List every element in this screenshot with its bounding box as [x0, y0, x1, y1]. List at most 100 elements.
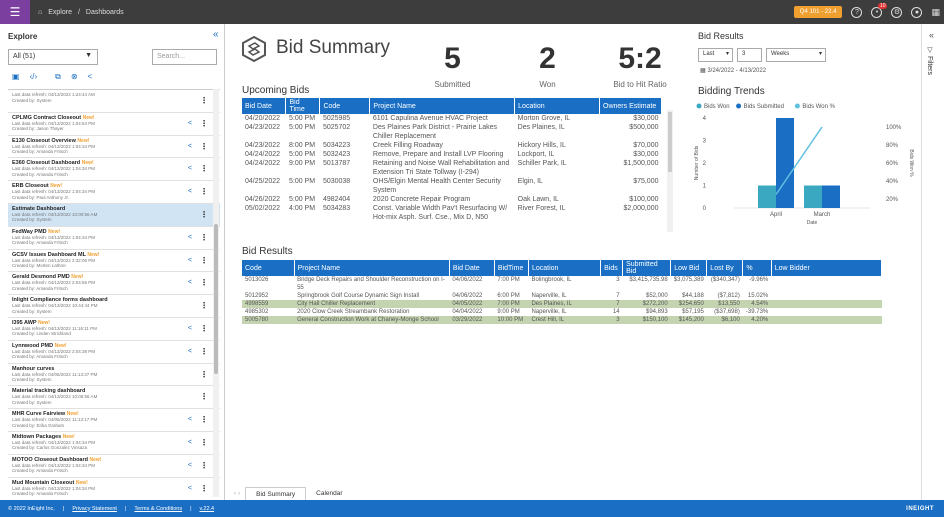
list-item[interactable]: ERB Closeout New! Last data refresh: 04/1… [8, 181, 220, 204]
list-item[interactable]: Mud Mountain Closeout New! Last data refr… [8, 478, 220, 497]
share-icon[interactable]: < [187, 438, 192, 446]
period-count-input[interactable]: 3 [737, 48, 762, 62]
collapse-filters-icon[interactable]: « [929, 30, 935, 40]
kebab-menu-icon[interactable]: ⋮ [200, 278, 208, 288]
table-row[interactable]: 04/23/2022 8:00 PM 5034223 Creek Filling Ro… [242, 141, 662, 150]
table-row[interactable]: 04/25/2022 5:00 PM 5030038 OHS/Elgin Mental… [242, 177, 662, 195]
list-item[interactable]: Estimate Dashboard Last data refresh: 04… [8, 203, 220, 227]
table-row[interactable]: 04/20/2022 5:00 PM 5025985 6101 Capulina Av… [242, 114, 662, 123]
period-select[interactable]: Last ▾ [698, 48, 733, 62]
environment-badge[interactable]: Q4 101 - 22.4 [793, 6, 843, 18]
tab-calendar[interactable]: Calendar [316, 490, 343, 497]
share-icon[interactable]: < [187, 279, 192, 287]
table-row[interactable]: 5005780 General Construction Work at Chan… [242, 316, 882, 324]
share-icon[interactable]: < [187, 347, 192, 355]
kebab-menu-icon[interactable]: ⋮ [200, 483, 208, 493]
column-header[interactable]: Low Bidder [771, 260, 883, 276]
column-header[interactable]: Project Name [294, 260, 450, 276]
list-item[interactable]: GCSV Issues Dashboard ML New! Last data r… [8, 250, 220, 273]
apps-grid-icon[interactable]: ▦ [931, 6, 940, 17]
share-icon[interactable]: < [187, 188, 192, 196]
table-row[interactable]: 05/02/2022 4:00 PM 5034283 Const. Variable … [242, 204, 662, 222]
tab-scroll-arrows-icon[interactable]: ‹ › [234, 490, 241, 497]
share-icon[interactable]: < [187, 256, 192, 264]
column-header[interactable]: Submitted Bid [622, 260, 672, 276]
column-header[interactable]: Bid Date [449, 260, 495, 276]
list-item[interactable]: MHR Curve Fairview New! Last data refresh… [8, 409, 220, 432]
kebab-menu-icon[interactable]: ⋮ [200, 346, 208, 356]
open-folder-icon[interactable]: ▣ [12, 72, 20, 81]
table-row[interactable]: 4998559 City Hall Chiller Replacement 04/0… [242, 300, 882, 308]
kebab-menu-icon[interactable]: ⋮ [200, 187, 208, 197]
home-icon[interactable]: ⌂ [38, 8, 43, 16]
user-icon[interactable]: ● [911, 6, 923, 18]
list-item[interactable]: Lynnwood PMD New! Last data refresh: 04/1… [8, 341, 220, 364]
table-row[interactable]: 4985302 2020 Clow Creek Streambank Restor… [242, 308, 882, 316]
column-header[interactable]: Location [528, 260, 602, 276]
column-header[interactable]: Low Bid [670, 260, 708, 276]
column-header[interactable]: Code [242, 260, 295, 276]
list-item[interactable]: Last data refresh: 04/13/2022 1:24:44 AM… [8, 90, 220, 113]
privacy-link[interactable]: Privacy Statement [72, 505, 117, 512]
kebab-menu-icon[interactable]: ⋮ [200, 323, 208, 333]
list-item[interactable]: MOTOO Closeout Dashboard New! Last data r… [8, 455, 220, 478]
share-icon[interactable]: < [187, 142, 192, 150]
table-row[interactable]: 5012952 Springbrook Golf Course Dynamic S… [242, 292, 882, 300]
table-row[interactable]: 5013026 Bridge Deck Repairs and Shoulder … [242, 276, 882, 292]
column-header[interactable]: % [742, 260, 772, 276]
sidebar-scroll-thumb[interactable] [214, 224, 218, 374]
table-row[interactable]: 04/26/2022 5:00 PM 4982404 2020 Concrete Re… [242, 195, 662, 204]
notification-icon[interactable]: • 10 [871, 2, 888, 18]
column-header[interactable]: Bids [600, 260, 624, 276]
share-icon[interactable]: < [187, 233, 192, 241]
share-icon[interactable]: < [87, 72, 93, 81]
kebab-menu-icon[interactable]: ⋮ [200, 415, 208, 425]
kebab-menu-icon[interactable]: ⋮ [200, 369, 208, 379]
share-icon[interactable]: < [187, 119, 192, 127]
kebab-menu-icon[interactable]: ⋮ [200, 118, 208, 128]
share-icon[interactable]: < [187, 416, 192, 424]
tab-bid-summary[interactable]: Bid Summary [245, 487, 307, 500]
column-header[interactable]: Lost By [706, 260, 744, 276]
kebab-menu-icon[interactable]: ⋮ [200, 460, 208, 470]
table-row[interactable]: 04/23/2022 5:00 PM 5025702 Des Plaines Park… [242, 123, 662, 141]
column-header[interactable]: Project Name [369, 98, 516, 114]
list-item[interactable]: FedWay PMD New! Last data refresh: 04/13/… [8, 227, 220, 250]
column-header[interactable]: Code [319, 98, 371, 114]
terms-link[interactable]: Terms & Conditions [134, 505, 183, 512]
list-item[interactable]: Material tracking dashboard Last data re… [8, 386, 220, 410]
list-item[interactable]: Midtown Packages New! Last data refresh: … [8, 432, 220, 455]
list-item[interactable]: Gerald Desmond PMD New! Last data refresh… [8, 272, 220, 296]
list-item[interactable]: Inlight Compliance forms dashboard Last … [8, 295, 220, 318]
settings-icon[interactable]: ⚙ [891, 6, 903, 18]
share-icon[interactable]: < [187, 165, 192, 173]
column-header[interactable]: Owners Estimate [599, 98, 662, 114]
search-input[interactable]: Search... [152, 49, 217, 65]
share-icon[interactable]: < [187, 324, 192, 332]
kebab-menu-icon[interactable]: ⋮ [200, 255, 208, 265]
hamburger-icon[interactable]: ☰ [0, 0, 30, 24]
list-item[interactable]: I395 AWP New! Last data refresh: 04/13/20… [8, 318, 220, 341]
collapse-sidebar-icon[interactable]: « [213, 29, 219, 40]
list-item[interactable]: E360 Closeout Dashboard New! Last data re… [8, 158, 220, 182]
code-icon[interactable]: ‹/› [29, 72, 38, 81]
dashboard-filter-select[interactable]: All (51) ▼ [8, 49, 98, 65]
kebab-menu-icon[interactable]: ⋮ [200, 301, 208, 311]
period-unit-select[interactable]: Weeks ▾ [766, 48, 826, 62]
kebab-menu-icon[interactable]: ⋮ [200, 96, 208, 105]
breadcrumb-explore[interactable]: Explore [48, 8, 72, 16]
column-header[interactable]: Bid Time [285, 98, 321, 114]
new-window-icon[interactable]: ⧉ [55, 72, 61, 81]
kebab-menu-icon[interactable]: ⋮ [200, 232, 208, 242]
list-item[interactable]: Manhour curves Last data refresh: 04/05/… [8, 364, 220, 387]
kebab-menu-icon[interactable]: ⋮ [200, 392, 208, 402]
list-item[interactable]: CPLMG Contract Closeout New! Last data re… [8, 113, 220, 136]
help-icon[interactable]: ? [851, 6, 863, 18]
table-row[interactable]: 04/24/2022 5:00 PM 5032423 Remove, Prepare … [242, 150, 662, 159]
version-link[interactable]: v.22.4 [199, 505, 215, 512]
column-header[interactable]: BidTime [494, 260, 529, 276]
kebab-menu-icon[interactable]: ⋮ [200, 209, 208, 219]
share-icon[interactable]: < [187, 484, 192, 492]
filters-toggle[interactable]: ▽ Filters [926, 46, 933, 75]
kebab-menu-icon[interactable]: ⋮ [200, 437, 208, 447]
